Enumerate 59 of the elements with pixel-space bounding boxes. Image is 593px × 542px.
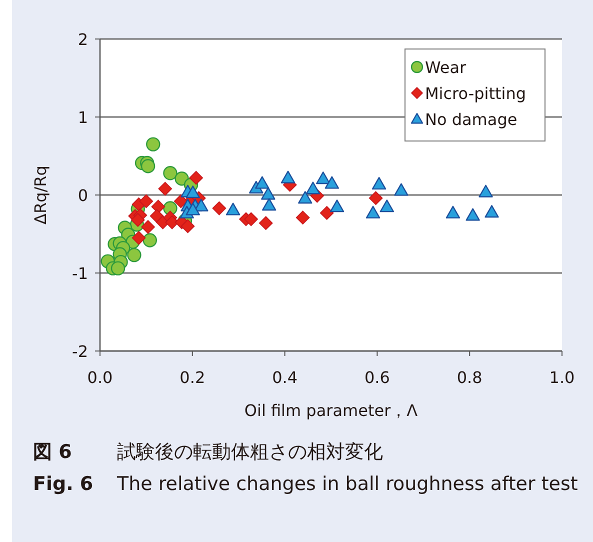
point <box>146 137 160 152</box>
x-tick-label: 0.4 <box>272 368 298 387</box>
point <box>306 182 320 194</box>
point <box>139 194 154 208</box>
point <box>163 166 178 180</box>
y-tick-label: -2 <box>72 342 88 361</box>
point <box>484 205 499 218</box>
point <box>110 261 126 276</box>
y-tick-label: 0 <box>78 186 88 205</box>
point <box>127 248 142 262</box>
point <box>186 186 200 198</box>
x-tick-label: 0.8 <box>456 368 482 387</box>
point <box>298 191 312 204</box>
point <box>316 172 330 184</box>
point <box>320 206 334 220</box>
point <box>324 176 340 189</box>
point <box>280 170 296 184</box>
text: 図 6 試験後の転動体粗さの相対変化 <box>33 441 383 463</box>
point <box>194 198 208 212</box>
point <box>186 202 200 216</box>
point <box>255 176 270 189</box>
point <box>158 182 172 196</box>
point <box>466 208 480 221</box>
point <box>141 220 155 234</box>
y-tick-label: -1 <box>72 264 88 283</box>
legend-label: Wear <box>425 58 467 77</box>
x-tick-label: 1.0 <box>549 368 575 387</box>
y-tick-label: 2 <box>78 30 88 49</box>
x-tick-label: 0.0 <box>87 368 113 387</box>
point <box>261 187 276 200</box>
point <box>212 201 226 216</box>
point <box>244 212 258 226</box>
point <box>262 198 276 211</box>
point <box>296 210 310 225</box>
point <box>380 200 394 212</box>
point <box>151 200 166 214</box>
y-axis-title: ΔRq/Rq <box>31 166 50 224</box>
point <box>446 206 460 218</box>
point <box>130 213 145 227</box>
y-tick-label: 1 <box>78 108 88 127</box>
point <box>132 231 146 245</box>
x-axis-title: Oil film parameter，Λ <box>244 401 418 420</box>
point <box>140 159 156 174</box>
point <box>258 216 273 230</box>
point <box>366 206 380 218</box>
x-tick-label: 0.6 <box>364 368 390 387</box>
point <box>394 183 408 196</box>
legend-label: Micro-pitting <box>425 84 526 103</box>
legend-label: No damage <box>425 110 518 129</box>
point <box>165 215 179 230</box>
point <box>478 184 493 198</box>
point <box>226 202 240 216</box>
point <box>330 200 344 212</box>
point <box>372 176 386 190</box>
x-tick-label: 0.2 <box>180 368 206 387</box>
point <box>368 191 383 206</box>
point <box>189 170 203 185</box>
point <box>142 233 157 248</box>
text: Fig. 6 The relative changes in ball roughness after test <box>33 473 578 495</box>
